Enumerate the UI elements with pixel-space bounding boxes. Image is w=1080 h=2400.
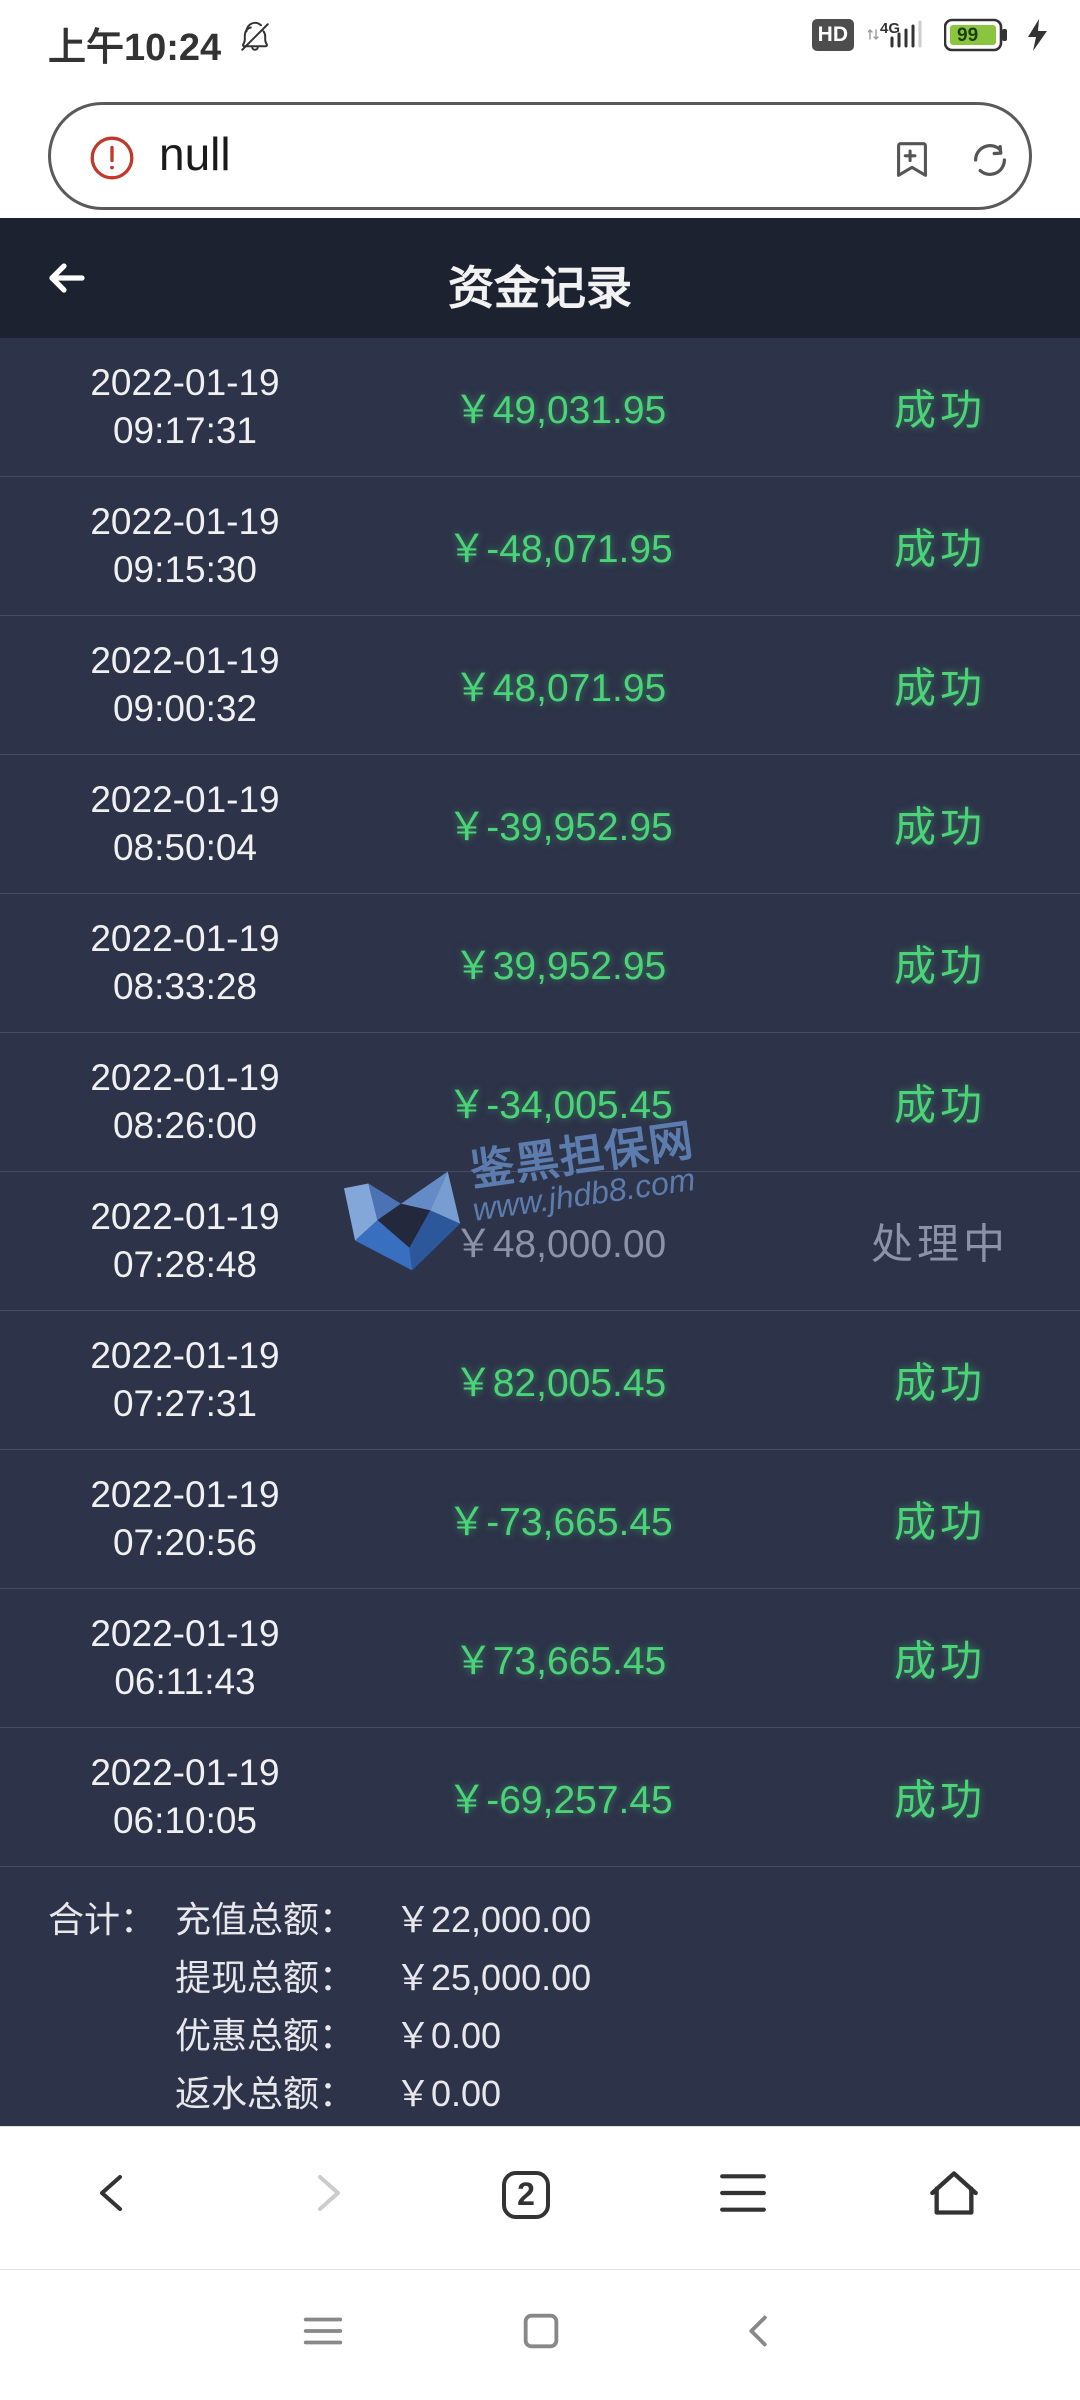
svg-text:2: 2: [517, 2176, 535, 2212]
svg-text:4G: 4G: [880, 20, 900, 37]
svg-text:99: 99: [957, 25, 978, 46]
